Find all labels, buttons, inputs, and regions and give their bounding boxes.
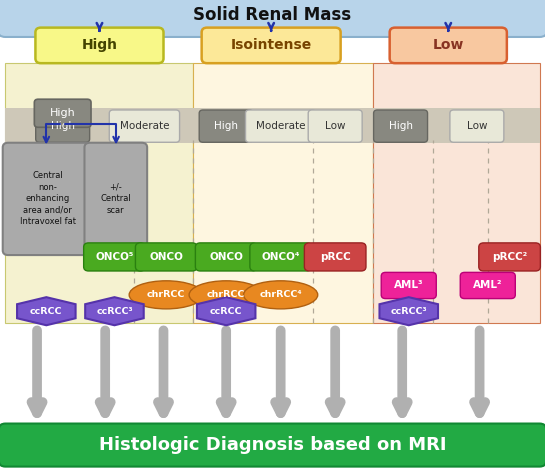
Text: High: High (51, 121, 75, 131)
FancyBboxPatch shape (110, 110, 180, 142)
Text: chrRCC: chrRCC (147, 290, 185, 300)
Text: Histologic Diagnosis based on MRI: Histologic Diagnosis based on MRI (99, 436, 446, 454)
Text: Moderate: Moderate (256, 121, 305, 131)
Text: High: High (50, 108, 76, 118)
Bar (5, 63, 193, 323)
FancyBboxPatch shape (136, 243, 197, 271)
Ellipse shape (244, 281, 318, 309)
Text: ccRCC: ccRCC (210, 307, 243, 316)
FancyBboxPatch shape (460, 272, 516, 299)
Text: AML²: AML² (473, 280, 502, 291)
Bar (373, 63, 540, 323)
FancyBboxPatch shape (382, 272, 436, 299)
Text: Low: Low (467, 121, 487, 131)
Text: ONCO⁵: ONCO⁵ (95, 252, 134, 262)
FancyBboxPatch shape (36, 110, 89, 142)
Text: High: High (214, 121, 238, 131)
Text: ccRCC: ccRCC (30, 307, 63, 316)
Text: +/-
Central
scar: +/- Central scar (100, 183, 131, 215)
FancyBboxPatch shape (450, 110, 504, 142)
Polygon shape (85, 297, 144, 325)
Text: Low: Low (325, 121, 346, 131)
Text: Moderate: Moderate (120, 121, 169, 131)
FancyBboxPatch shape (3, 143, 93, 255)
FancyBboxPatch shape (199, 110, 253, 142)
Bar (5, 108, 540, 143)
Text: Central
non-
enhancing
area and/or
Intravoxel fat: Central non- enhancing area and/or Intra… (20, 171, 76, 227)
FancyBboxPatch shape (479, 243, 541, 271)
Text: Low: Low (433, 38, 464, 52)
FancyBboxPatch shape (83, 243, 145, 271)
Text: pRCC: pRCC (320, 252, 350, 262)
Polygon shape (17, 297, 76, 325)
FancyBboxPatch shape (374, 110, 428, 142)
FancyBboxPatch shape (308, 110, 362, 142)
Text: High: High (81, 38, 118, 52)
Polygon shape (379, 297, 438, 325)
Text: chrRCC: chrRCC (207, 290, 245, 300)
FancyBboxPatch shape (84, 143, 147, 255)
FancyBboxPatch shape (0, 424, 545, 467)
Text: Isointense: Isointense (231, 38, 312, 52)
FancyBboxPatch shape (0, 0, 545, 37)
FancyBboxPatch shape (390, 28, 507, 63)
Text: High: High (389, 121, 413, 131)
Text: ccRCC³: ccRCC³ (390, 307, 427, 316)
FancyBboxPatch shape (195, 243, 257, 271)
Text: chrRCC⁴: chrRCC⁴ (259, 290, 302, 300)
Polygon shape (197, 297, 256, 325)
Text: AML³: AML³ (394, 280, 423, 291)
FancyBboxPatch shape (304, 243, 366, 271)
Text: pRCC²: pRCC² (492, 252, 527, 262)
Text: ONCO⁴: ONCO⁴ (262, 252, 300, 262)
FancyBboxPatch shape (246, 110, 316, 142)
Text: ONCO: ONCO (149, 252, 183, 262)
FancyBboxPatch shape (34, 99, 91, 127)
FancyBboxPatch shape (202, 28, 341, 63)
Text: ONCO: ONCO (209, 252, 243, 262)
Bar (193, 63, 373, 323)
Text: Solid Renal Mass: Solid Renal Mass (193, 6, 352, 24)
Ellipse shape (189, 281, 263, 309)
Text: ccRCC³: ccRCC³ (96, 307, 133, 316)
Ellipse shape (129, 281, 203, 309)
FancyBboxPatch shape (250, 243, 312, 271)
FancyBboxPatch shape (35, 28, 164, 63)
